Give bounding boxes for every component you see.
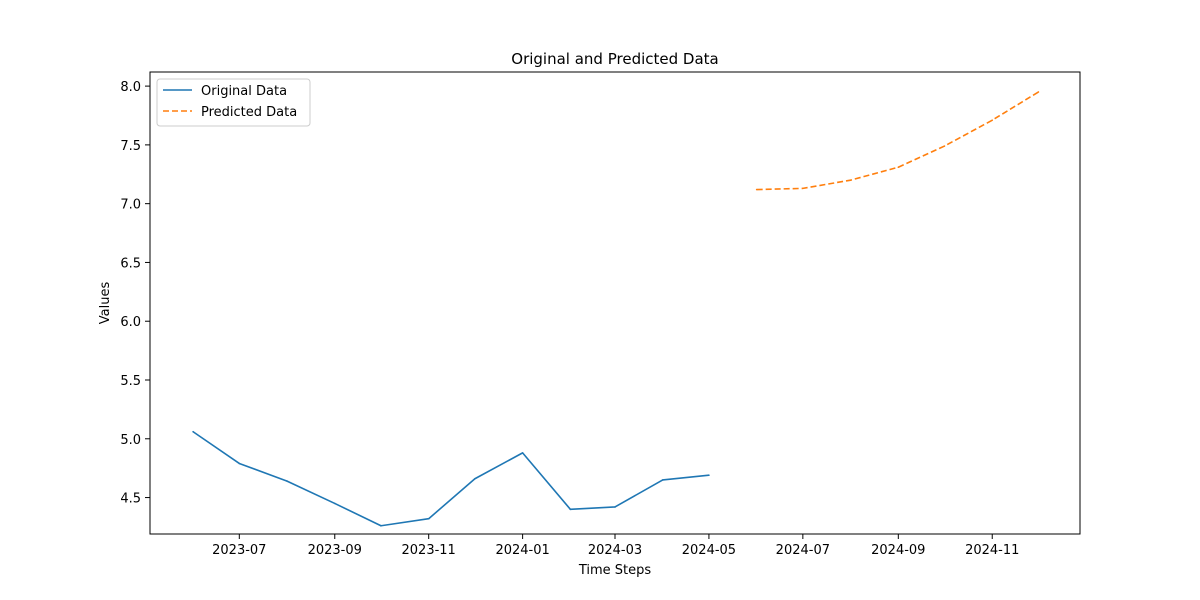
data-point-original-data [333, 502, 336, 505]
y-tick-label: 6.0 [120, 315, 141, 330]
x-tick-label: 2023-09 [308, 543, 362, 558]
data-point-original-data [192, 430, 194, 433]
x-tick-label: 2024-11 [965, 543, 1019, 558]
data-point-predicted-data [849, 179, 852, 181]
data-point-original-data [569, 508, 572, 511]
y-tick-label: 6.5 [120, 256, 141, 271]
data-point-original-data [661, 479, 664, 481]
x-tick-label: 2024-05 [682, 543, 736, 558]
data-point-original-data [521, 452, 524, 454]
data-point-original-data [427, 517, 430, 520]
data-point-original-data [614, 506, 616, 508]
axes-frame [149, 71, 1081, 535]
y-tick-label: 5.5 [120, 374, 141, 389]
x-tick-label: 2023-11 [402, 543, 456, 558]
x-tick-label: 2024-01 [495, 543, 549, 558]
data-point-predicted-data [897, 166, 900, 169]
y-tick-label: 7.0 [120, 198, 141, 213]
x-tick-label: 2023-07 [212, 543, 266, 558]
x-tick-label: 2024-07 [776, 543, 830, 558]
y-tick-label: 5.0 [120, 433, 141, 448]
x-tick-label: 2024-03 [588, 543, 642, 558]
x-tick-label: 2024-09 [871, 543, 925, 558]
series-line-predicted-data [756, 91, 1039, 191]
chart-title: Original and Predicted Data [511, 50, 718, 68]
data-point-predicted-data [1037, 91, 1040, 93]
legend-box [156, 78, 311, 127]
data-point-original-data [708, 474, 710, 477]
data-point-predicted-data [943, 145, 946, 147]
data-point-predicted-data [991, 119, 994, 121]
series-layer [192, 91, 1040, 527]
data-point-original-data [474, 477, 476, 480]
data-point-predicted-data [755, 188, 758, 191]
y-tick-label: 4.5 [120, 492, 141, 507]
data-point-original-data [286, 480, 288, 482]
y-tick-label: 8.0 [120, 80, 141, 95]
ticks-layer: 2023-07 2023-09 2023-11 2024-01 2024-03 2024-… [120, 80, 1019, 558]
data-point-predicted-data [802, 187, 804, 190]
legend: Original Data Predicted Data [156, 78, 311, 127]
legend-label-original-data: Original Data [201, 84, 287, 99]
y-tick-label: 7.5 [120, 139, 141, 154]
data-point-original-data [380, 524, 382, 527]
x-axis-label: Time Steps [578, 563, 652, 578]
legend-label-predicted-data: Predicted Data [201, 105, 297, 120]
series-line-original-data [192, 431, 710, 527]
data-point-original-data [238, 462, 241, 465]
y-axis-label: Values [98, 282, 113, 325]
